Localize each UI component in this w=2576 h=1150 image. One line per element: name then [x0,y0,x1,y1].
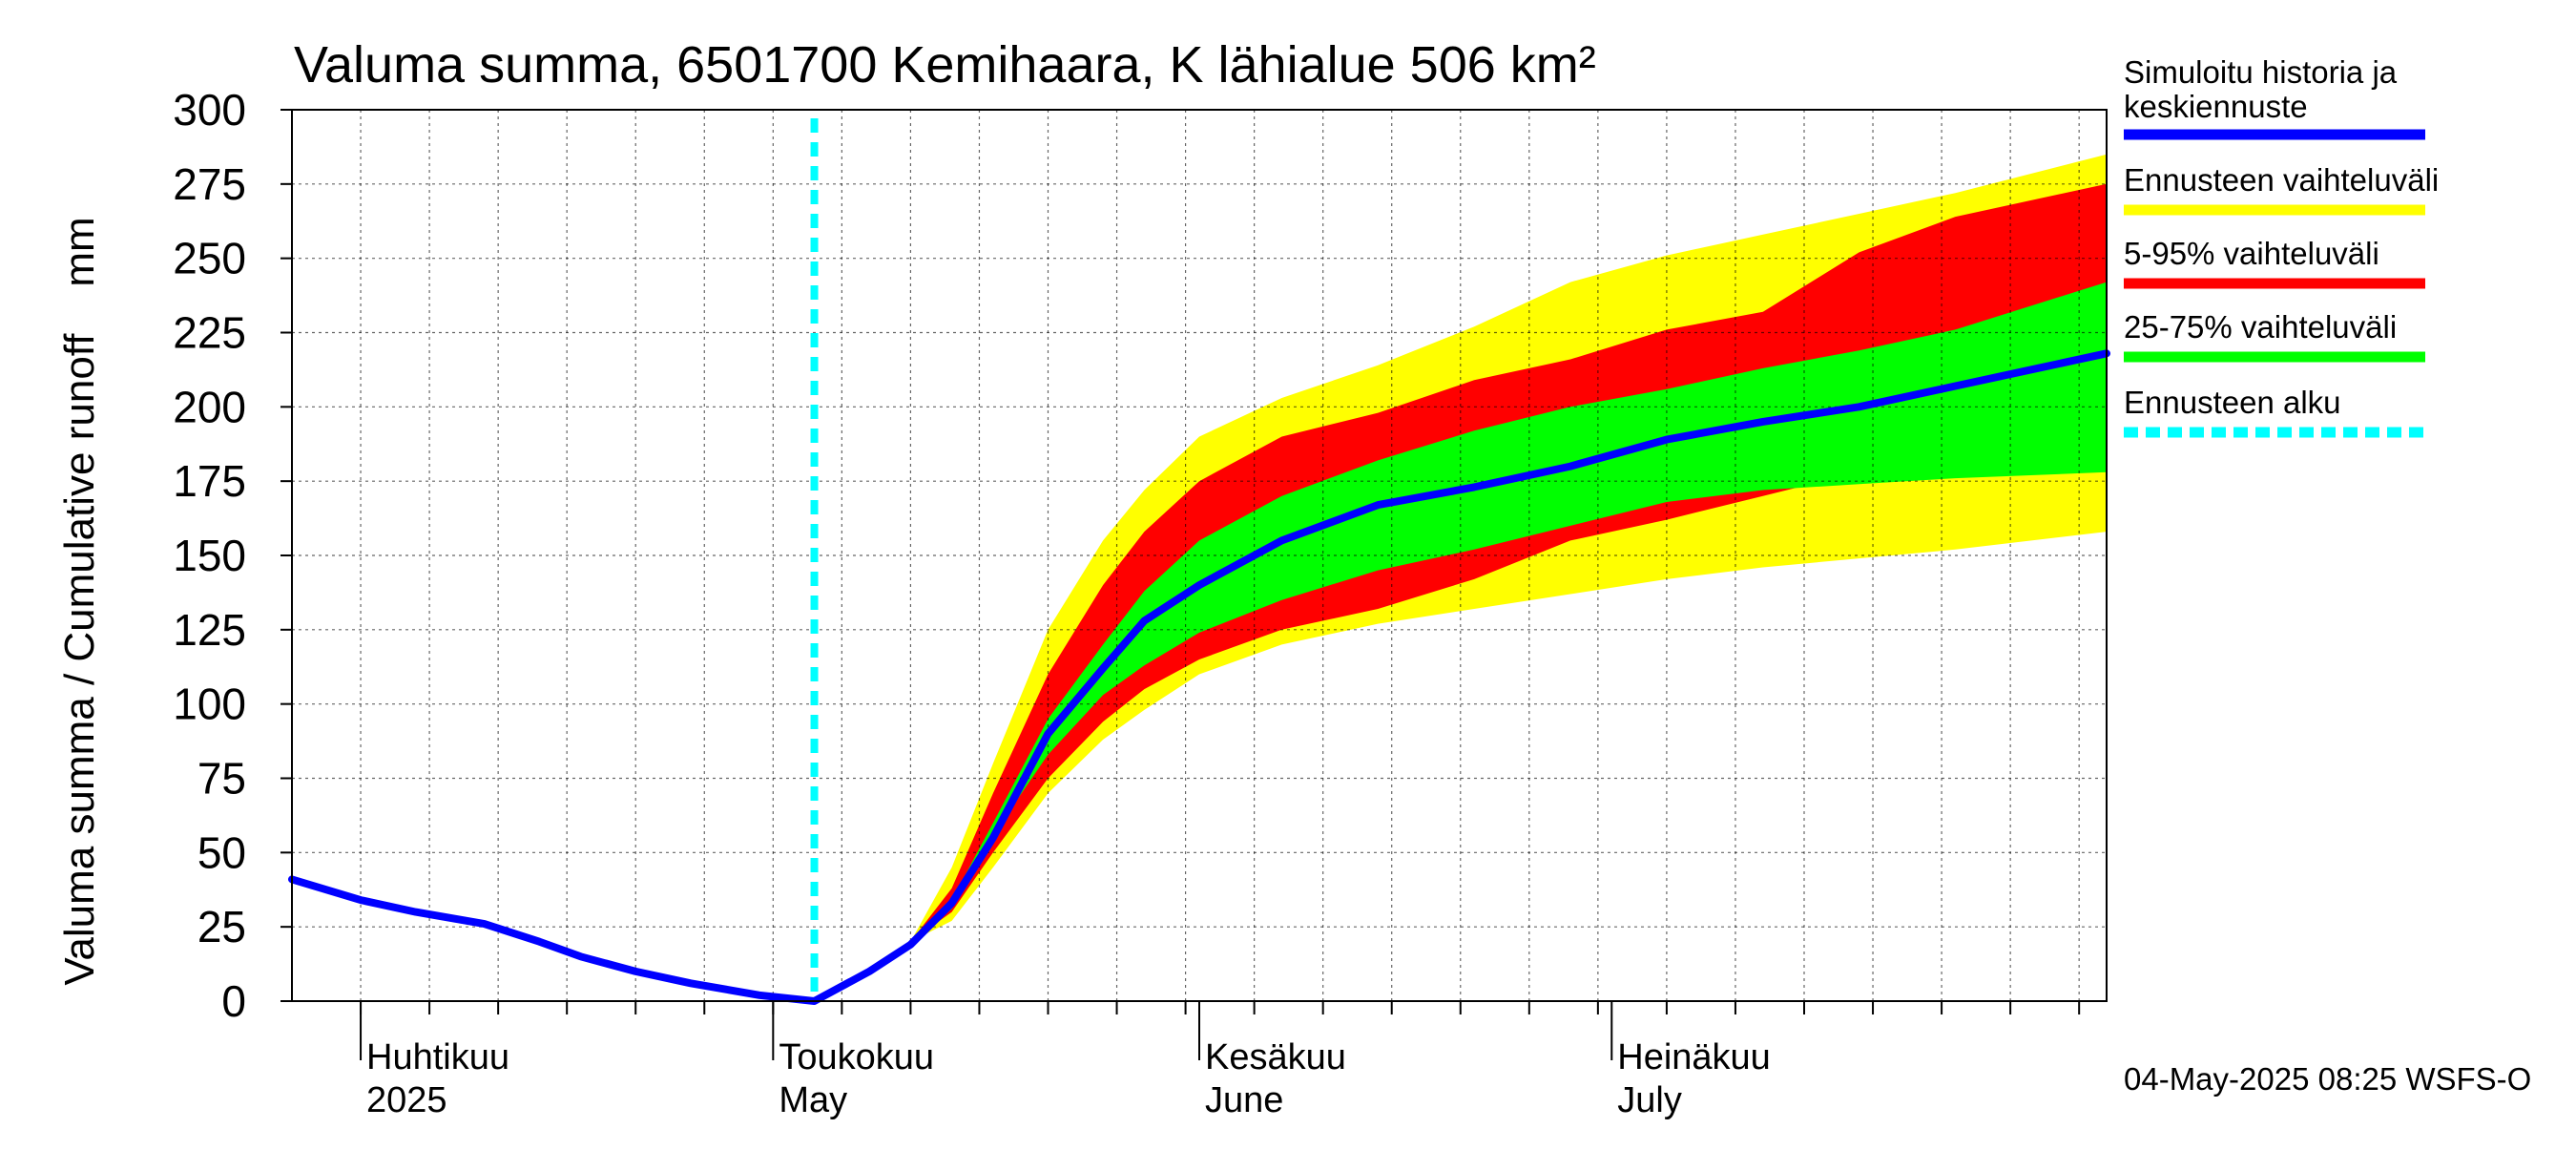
y-tick-label-225: 225 [173,308,246,358]
footer-timestamp: 04-May-2025 08:25 WSFS-O [2124,1061,2531,1097]
y-tick-label-0: 0 [221,976,246,1026]
y-tick-label-125: 125 [173,605,246,655]
x-month-label-1: Toukokuu [779,1037,934,1077]
legend-label-1-line2: keskiennuste [2124,89,2308,124]
y-tick-label-75: 75 [197,754,246,804]
chart-title: Valuma summa, 6501700 Kemihaara, K lähia… [294,36,1596,94]
y-tick-label-275: 275 [173,159,246,209]
y-tick-label-150: 150 [173,531,246,580]
band-3 [814,282,2107,1002]
y-tick-label-50: 50 [197,827,246,877]
x-month-sublabel-2: June [1205,1080,1283,1120]
grid-lines [292,110,2107,1001]
y-tick-label-25: 25 [197,902,246,951]
y-tick-label-200: 200 [173,382,246,431]
y-tick-label-175: 175 [173,456,246,506]
axes: 0 25 50 75 100 125 150 175 200 225 250 275 300 Huhtik… [173,85,2108,1120]
x-month-sublabel-0: 2025 [366,1080,447,1120]
legend-label-2: Ennusteen vaihteluväli [2124,162,2439,198]
series-line-1 [288,349,2110,1005]
y-tick-label-100: 100 [173,680,246,729]
legend-label-1: Simuloitu historia ja [2124,54,2398,90]
y-axis-label: Valuma summa / Cumulative runoff mm [56,217,103,985]
y-tick-label-250: 250 [173,234,246,283]
y-tick-label-300: 300 [173,85,246,135]
legend-label-4: 25-75% vaihteluväli [2124,309,2397,345]
x-month-sublabel-1: May [779,1080,847,1120]
legend-label-5: Ennusteen alku [2124,385,2341,420]
x-month-label-3: Heinäkuu [1617,1037,1771,1077]
series-lines [288,118,2110,1005]
x-month-label-2: Kesäkuu [1205,1037,1346,1077]
x-month-sublabel-3: July [1617,1080,1682,1120]
x-month-label-0: Huhtikuu [366,1037,509,1077]
legend-label-3: 5-95% vaihteluväli [2124,236,2379,271]
